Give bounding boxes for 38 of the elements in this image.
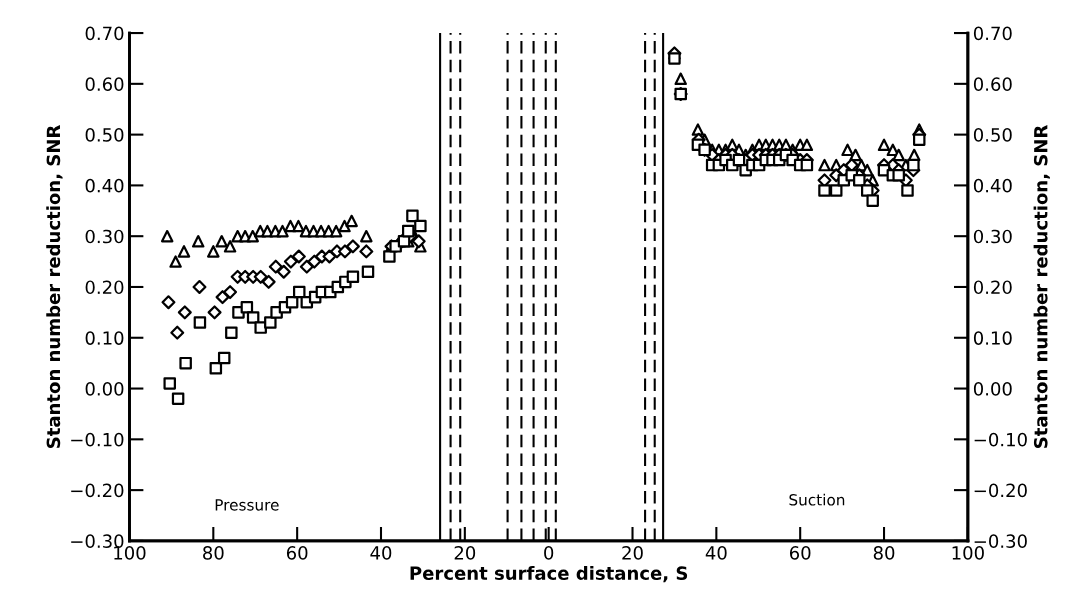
y2-tick-label: 0.10 bbox=[973, 331, 1012, 345]
y-tick-label: −0.20 bbox=[71, 483, 124, 498]
x-tick-label: 60 bbox=[789, 546, 811, 560]
y2-tick-label: 0.50 bbox=[973, 128, 1012, 142]
y2-tick-label: 0.40 bbox=[973, 178, 1012, 193]
x-tick-label: 40 bbox=[370, 546, 392, 560]
x-axis-title: Percent surface distance, S bbox=[410, 566, 688, 583]
annotation: Pressure bbox=[215, 499, 279, 511]
annotation: Suction bbox=[789, 493, 845, 506]
y-tick-label: 0.20 bbox=[85, 280, 124, 295]
x-tick-label: 80 bbox=[873, 546, 895, 560]
y-tick-label: 0.70 bbox=[85, 26, 124, 41]
x-tick-label: 80 bbox=[203, 546, 224, 560]
y-tick-label: −0.10 bbox=[71, 432, 124, 447]
x-tick-label: 60 bbox=[286, 546, 308, 560]
y2-tick-label: −0.30 bbox=[974, 534, 1027, 549]
y-tick-label: 0.10 bbox=[85, 331, 124, 345]
y-tick-label: 0.40 bbox=[85, 178, 124, 193]
y-tick-label: −0.30 bbox=[71, 534, 124, 549]
x-tick-label: 0 bbox=[544, 546, 554, 560]
x-tick-label: 40 bbox=[705, 546, 727, 560]
y2-tick-label: 0.30 bbox=[973, 229, 1012, 244]
x-tick-label: 20 bbox=[454, 546, 476, 560]
y2-tick-label: −0.20 bbox=[974, 483, 1027, 498]
y2-tick-label: −0.10 bbox=[974, 432, 1027, 447]
x-tick-label: 100 bbox=[114, 546, 146, 560]
y2-tick-label: 0.60 bbox=[973, 77, 1012, 91]
y-tick-label: 0.00 bbox=[85, 382, 124, 396]
y-axis-title: Stanton number reduction, SNR bbox=[46, 125, 63, 448]
y-tick-label: 0.50 bbox=[85, 128, 124, 142]
x-tick-label: 20 bbox=[622, 546, 643, 560]
y2-axis-title: Stanton number reduction, SNR bbox=[1033, 125, 1050, 448]
y-tick-label: 0.60 bbox=[85, 77, 124, 91]
y2-tick-label: 0.00 bbox=[973, 382, 1012, 396]
y2-tick-label: 0.20 bbox=[973, 280, 1012, 295]
y2-tick-label: 0.70 bbox=[973, 26, 1012, 41]
x-tick-label: 100 bbox=[952, 546, 984, 560]
y-tick-label: 0.30 bbox=[85, 229, 124, 244]
